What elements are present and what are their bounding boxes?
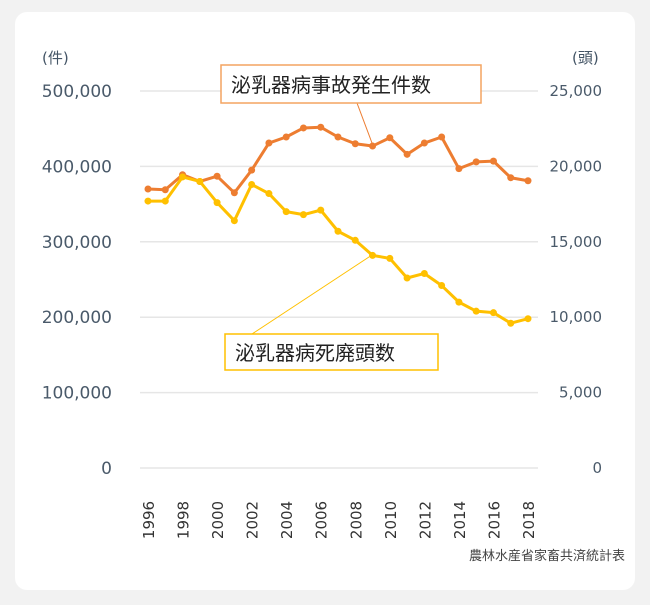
data-point [369,142,377,150]
left-tick-label: 0 [101,459,112,479]
data-point [317,206,325,214]
data-point [524,315,532,323]
right-axis-ticks: 0 5,000 10,000 15,000 20,000 25,000 [550,82,603,477]
data-point [230,189,238,197]
x-tick-label: 2016 [485,501,503,539]
x-tick-label: 1998 [175,501,193,539]
series-lines [144,123,532,327]
data-point [403,274,411,282]
x-tick-label: 2010 [382,501,400,539]
right-tick-label: 10,000 [550,308,603,326]
data-point [455,165,463,173]
data-point [455,298,463,306]
data-point [282,208,290,216]
series-label-deaths: 泌乳器病死廃頭数 [235,341,395,365]
data-point [489,309,497,317]
data-point [161,186,169,194]
series-label-accidents: 泌乳器病事故発生件数 [231,73,431,97]
data-point [334,227,342,235]
data-point [507,174,515,182]
source-note: 農林水産省家畜共済統計表 [469,548,625,564]
left-tick-label: 200,000 [42,308,112,328]
x-tick-label: 2008 [347,501,365,539]
data-point [299,211,307,219]
data-point [489,157,497,165]
data-point [213,199,221,207]
callout-leader-orange [356,102,373,144]
callouts: 泌乳器病事故発生件数 泌乳器病死廃頭数 [220,64,482,371]
data-point [317,123,325,131]
data-point [248,180,256,188]
data-point [420,269,428,277]
data-point [196,177,204,185]
data-point [524,177,532,185]
right-tick-label: 25,000 [550,82,603,100]
left-tick-label: 500,000 [42,82,112,102]
data-point [438,133,446,141]
right-tick-label: 15,000 [550,233,603,251]
data-point [265,190,273,198]
right-tick-label: 0 [592,459,602,477]
data-point [144,185,152,193]
data-point [230,217,238,225]
left-axis-ticks: 0 100,000 200,000 300,000 400,000 500,000 [42,82,112,479]
x-tick-label: 2018 [520,501,538,539]
left-tick-label: 100,000 [42,384,112,404]
left-axis-unit: (件) [42,49,69,67]
data-point [386,254,394,262]
chart-card [15,12,635,590]
callout-box-orange [220,64,482,104]
data-point [351,140,359,148]
x-axis-ticks: 1996 1998 2000 2002 2004 2006 2008 2010 2012 2014… [140,501,538,539]
gridlines [140,90,538,469]
data-point [334,133,342,141]
right-axis-unit: (頭) [572,49,599,67]
data-point [161,197,169,205]
x-tick-label: 2006 [313,501,331,539]
data-point [179,173,187,181]
series-line-1 [148,175,529,325]
x-tick-label: 2002 [244,501,262,539]
x-tick-label: 2012 [416,501,434,539]
left-tick-label: 400,000 [42,157,112,177]
x-tick-label: 1996 [140,501,158,539]
data-point [282,133,290,141]
left-tick-label: 300,000 [42,233,112,253]
x-tick-label: 2004 [278,501,296,539]
data-point [438,282,446,290]
data-point [299,124,307,132]
right-tick-label: 20,000 [550,157,603,175]
data-point [472,158,480,166]
callout-leader-yellow [251,254,373,335]
data-point [420,139,428,147]
data-point [386,134,394,142]
data-point [248,166,256,174]
data-point [351,236,359,244]
data-point [369,251,377,259]
data-point [144,197,152,205]
data-point [403,150,411,158]
right-tick-label: 5,000 [559,384,602,402]
x-tick-label: 2000 [209,501,227,539]
data-point [507,319,515,327]
x-tick-label: 2014 [451,501,469,539]
data-point [213,172,221,180]
data-point [472,307,480,315]
data-point [265,139,273,147]
callout-box-yellow [224,333,439,371]
